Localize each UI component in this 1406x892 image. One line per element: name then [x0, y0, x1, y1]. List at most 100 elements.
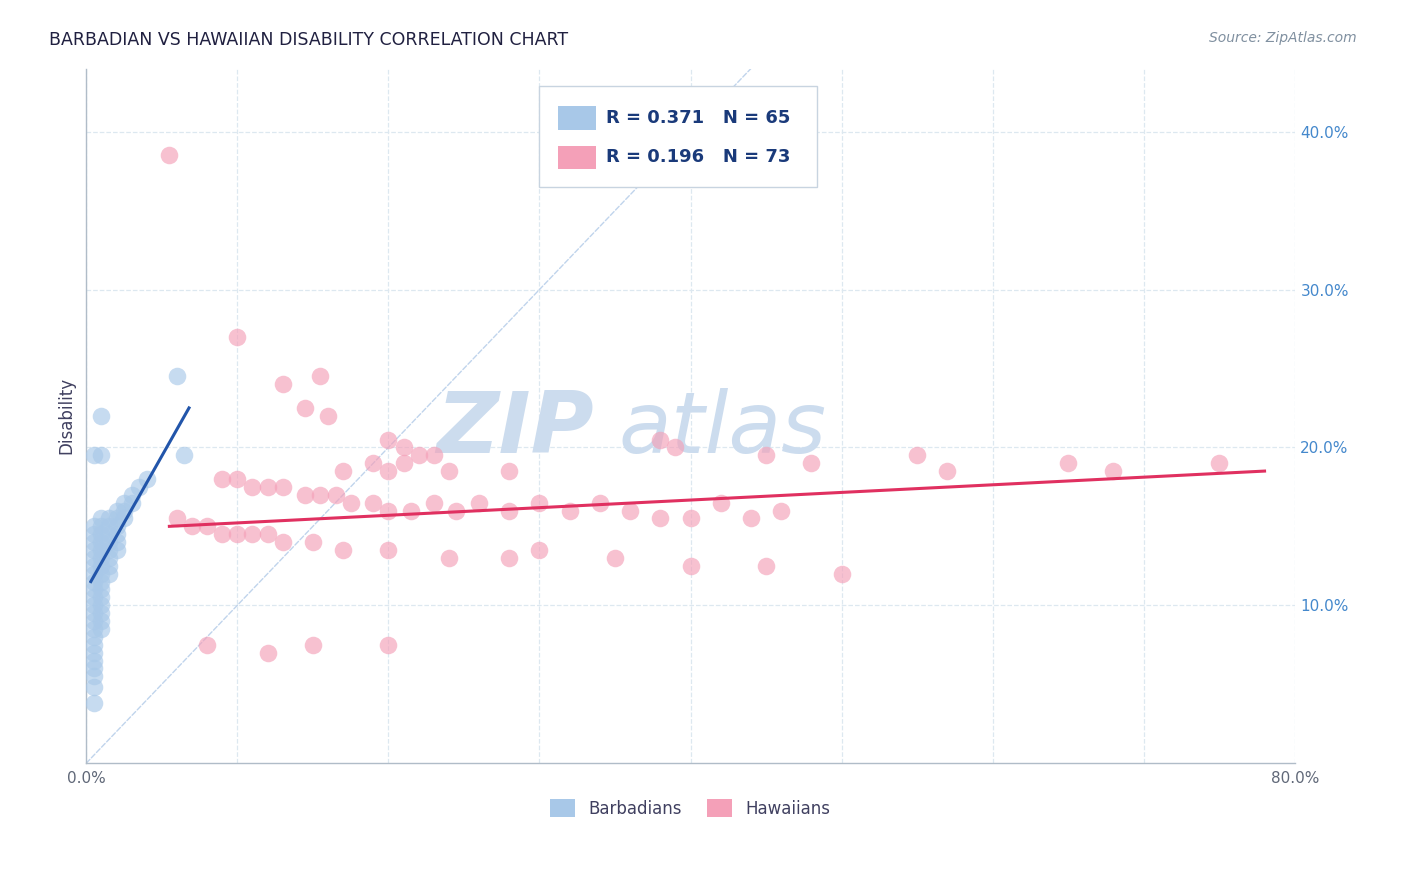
Point — [83, 646, 105, 660]
Point — [83, 566, 105, 581]
Point — [90, 535, 112, 549]
Point — [181, 519, 204, 533]
Point — [105, 511, 128, 525]
Point — [770, 503, 793, 517]
Point — [271, 535, 294, 549]
Point — [90, 543, 112, 558]
Point — [90, 606, 112, 620]
Point — [498, 550, 520, 565]
Point — [498, 503, 520, 517]
Point — [105, 519, 128, 533]
Text: atlas: atlas — [619, 388, 825, 471]
Point — [90, 409, 112, 423]
Point — [83, 558, 105, 573]
FancyBboxPatch shape — [558, 106, 596, 129]
Point — [422, 496, 444, 510]
Point — [121, 496, 143, 510]
Point — [83, 622, 105, 636]
Point — [650, 433, 672, 447]
Point — [90, 574, 112, 589]
Point — [271, 377, 294, 392]
Point — [302, 638, 325, 652]
Point — [128, 480, 150, 494]
Point — [619, 503, 641, 517]
Point — [90, 448, 112, 462]
Point — [755, 558, 778, 573]
Point — [242, 527, 264, 541]
Point — [90, 591, 112, 605]
Point — [83, 653, 105, 667]
Point — [392, 456, 415, 470]
Point — [90, 558, 112, 573]
Point — [211, 527, 233, 541]
Point — [529, 496, 551, 510]
Point — [157, 148, 180, 162]
FancyBboxPatch shape — [558, 145, 596, 169]
Point — [83, 448, 105, 462]
Point — [97, 535, 120, 549]
Point — [363, 456, 385, 470]
Text: ZIP: ZIP — [436, 388, 593, 471]
Point — [97, 519, 120, 533]
Point — [173, 448, 195, 462]
Point — [97, 527, 120, 541]
Point — [226, 330, 249, 344]
Point — [112, 496, 135, 510]
Point — [90, 582, 112, 597]
Point — [256, 480, 278, 494]
Point — [105, 543, 128, 558]
Point — [392, 441, 415, 455]
Point — [105, 527, 128, 541]
Point — [97, 558, 120, 573]
Point — [83, 669, 105, 683]
Point — [97, 511, 120, 525]
Point — [422, 448, 444, 462]
Point — [755, 448, 778, 462]
Point — [377, 503, 399, 517]
Point — [377, 638, 399, 652]
Point — [710, 496, 733, 510]
Point — [363, 496, 385, 510]
Point — [332, 464, 354, 478]
Point — [83, 661, 105, 675]
Point — [437, 550, 460, 565]
Point — [112, 503, 135, 517]
Point — [679, 511, 702, 525]
Point — [83, 696, 105, 710]
Point — [83, 591, 105, 605]
Point — [121, 488, 143, 502]
Point — [309, 369, 332, 384]
Point — [83, 599, 105, 613]
Point — [83, 582, 105, 597]
Point — [316, 409, 339, 423]
Point — [90, 599, 112, 613]
Point — [377, 543, 399, 558]
Point — [83, 527, 105, 541]
Point — [112, 511, 135, 525]
Text: R = 0.196   N = 73: R = 0.196 N = 73 — [606, 148, 790, 167]
Point — [309, 488, 332, 502]
Text: R = 0.371   N = 65: R = 0.371 N = 65 — [606, 109, 790, 127]
Point — [83, 535, 105, 549]
Point — [83, 543, 105, 558]
Point — [135, 472, 157, 486]
Point — [905, 448, 928, 462]
Point — [195, 519, 218, 533]
Point — [468, 496, 491, 510]
Point — [399, 503, 422, 517]
Point — [679, 558, 702, 573]
Point — [166, 369, 188, 384]
Point — [377, 433, 399, 447]
Point — [800, 456, 823, 470]
Point — [558, 503, 581, 517]
Text: BARBADIAN VS HAWAIIAN DISABILITY CORRELATION CHART: BARBADIAN VS HAWAIIAN DISABILITY CORRELA… — [49, 31, 568, 49]
Point — [242, 480, 264, 494]
Point — [650, 511, 672, 525]
Legend: Barbadians, Hawaiians: Barbadians, Hawaiians — [544, 793, 838, 824]
Point — [302, 535, 325, 549]
Point — [408, 448, 430, 462]
Point — [90, 527, 112, 541]
Point — [83, 606, 105, 620]
Point — [211, 472, 233, 486]
Point — [195, 638, 218, 652]
